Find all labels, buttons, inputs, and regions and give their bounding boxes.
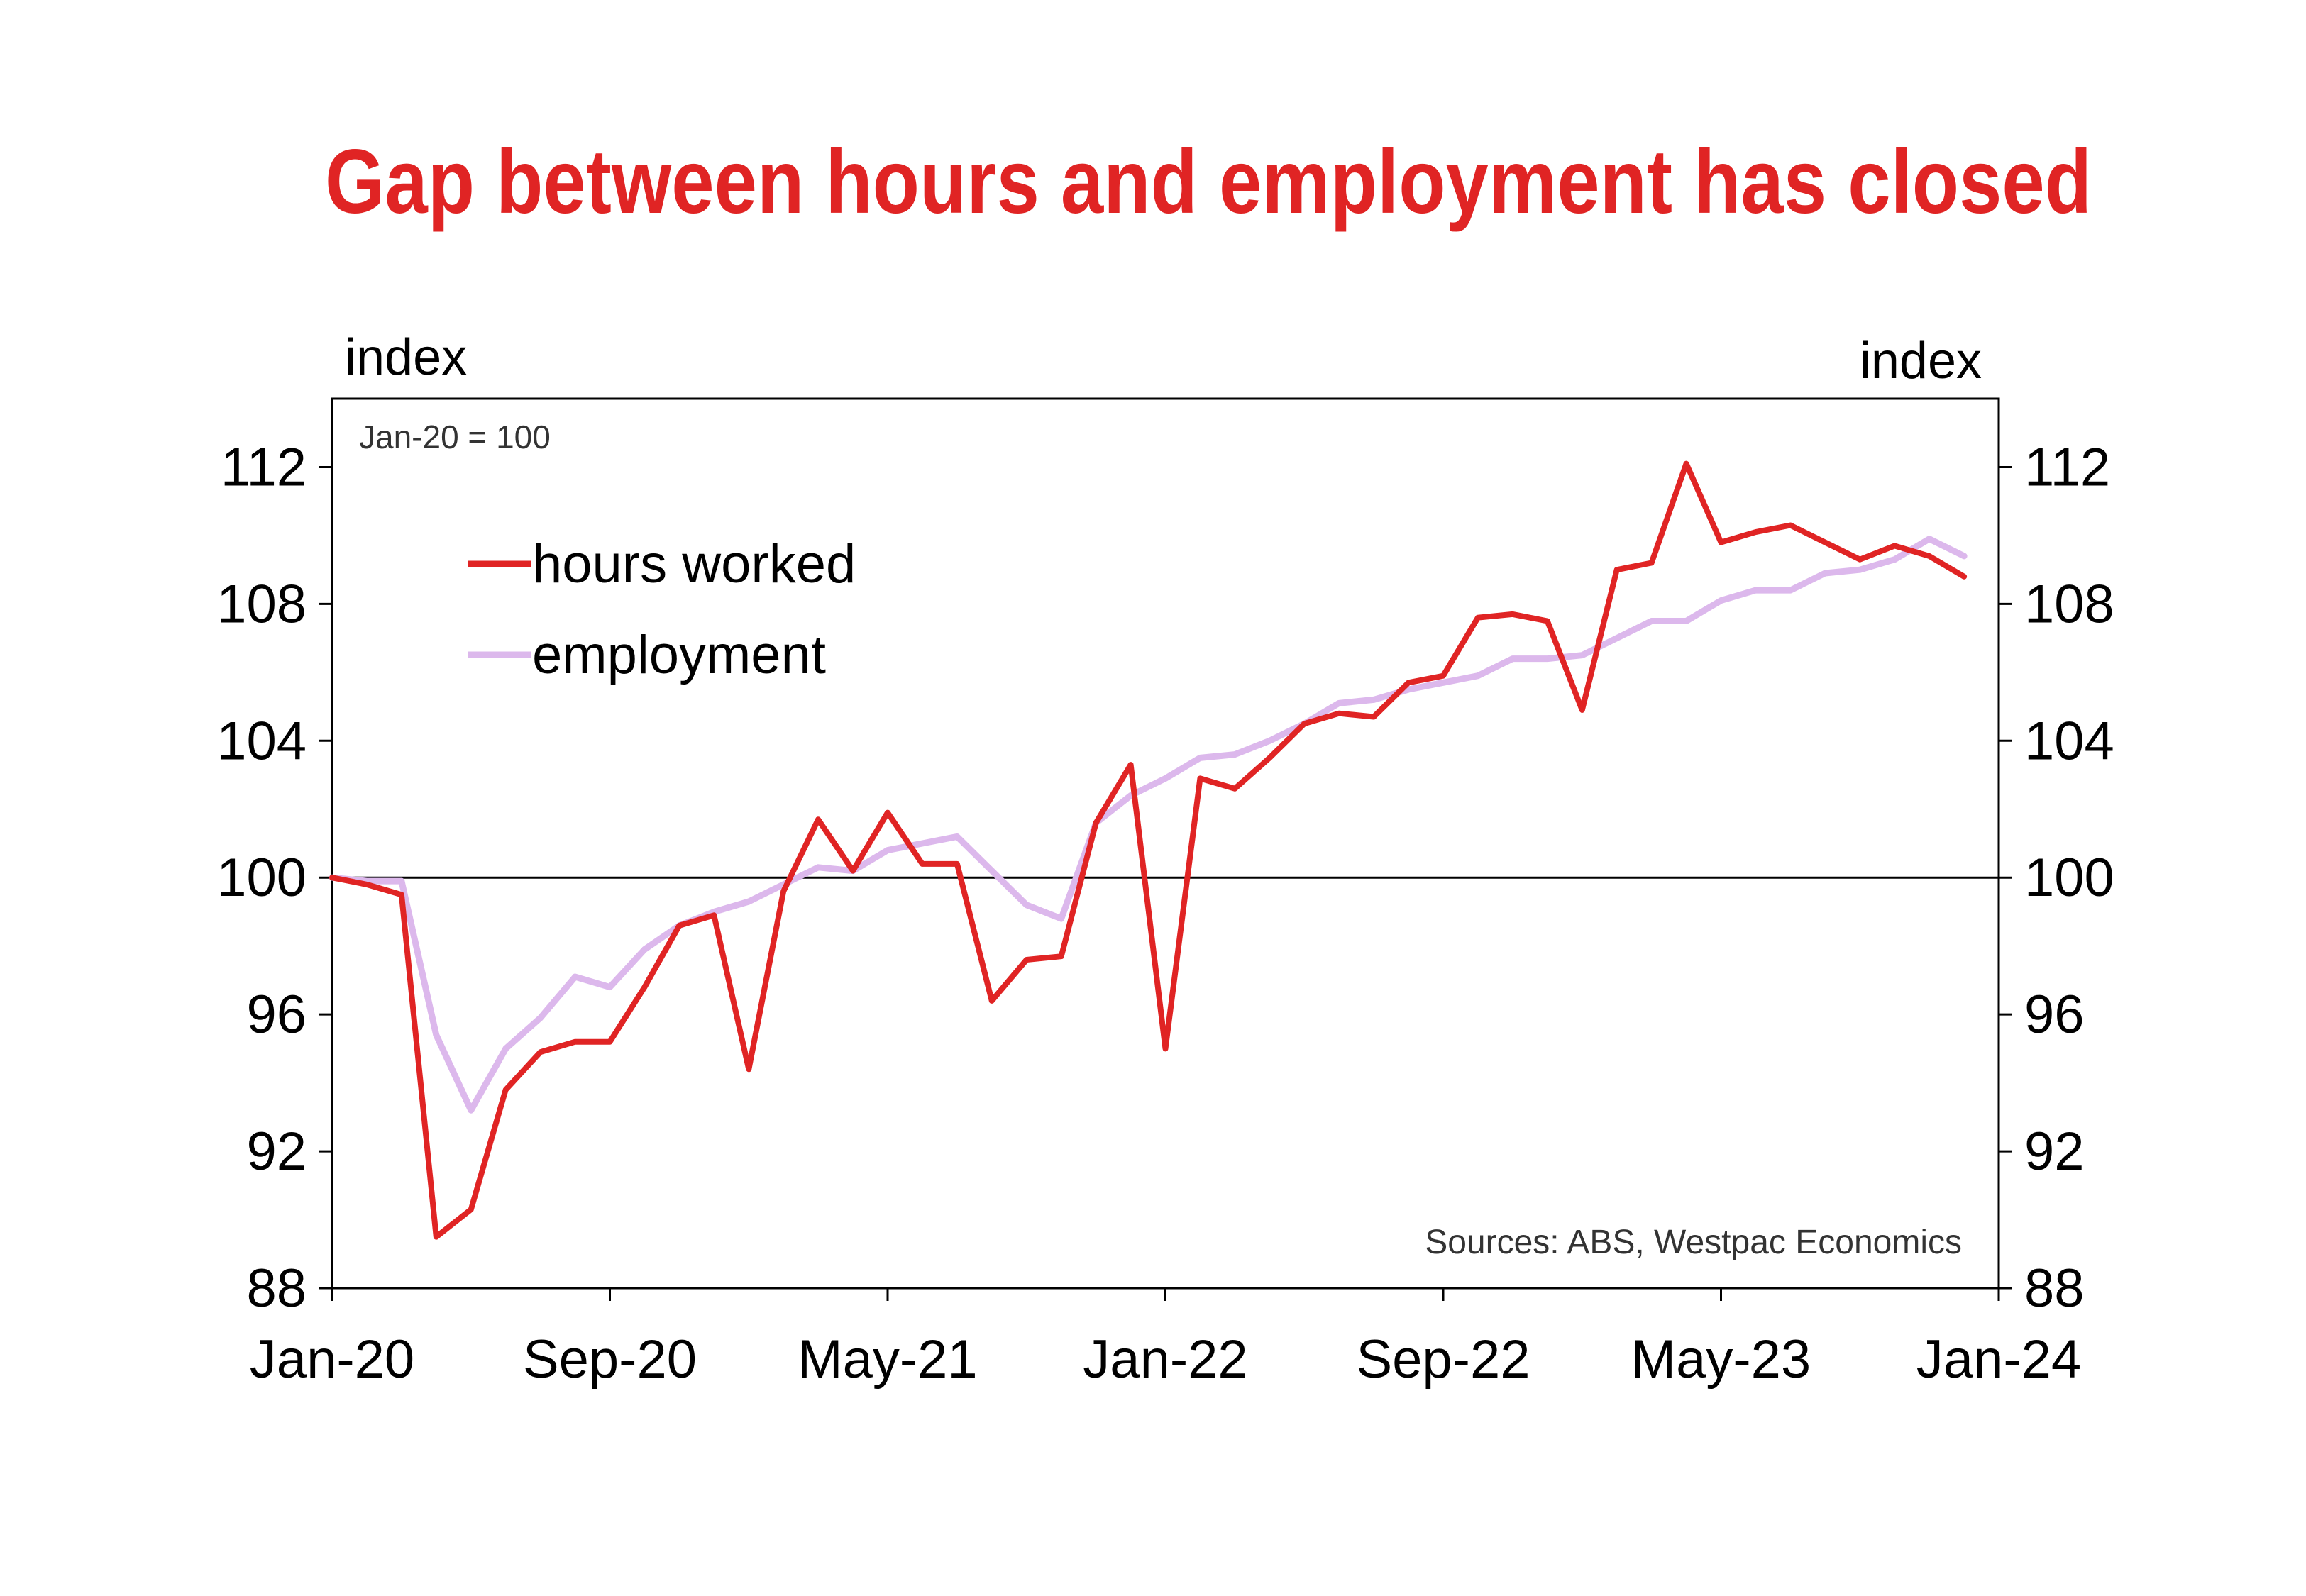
y-tick-label-left: 96 bbox=[246, 985, 307, 1045]
series-line-hours-worked bbox=[329, 460, 1968, 1240]
series-group bbox=[329, 460, 1968, 1240]
x-tick-label: Sep-22 bbox=[1356, 1329, 1530, 1390]
y-tick-label-left: 104 bbox=[216, 711, 307, 771]
y-tick-label-right: 108 bbox=[2024, 574, 2114, 634]
x-tick-label: May-21 bbox=[798, 1329, 977, 1390]
x-tick-label: Jan-20 bbox=[250, 1329, 414, 1390]
x-tick-label: Sep-20 bbox=[523, 1329, 697, 1390]
base-annotation: Jan-20 = 100 bbox=[359, 419, 551, 455]
y-axis-label-right: index bbox=[1860, 333, 1982, 389]
series-line-employment bbox=[329, 536, 1968, 1114]
y-tick-label-right: 112 bbox=[2024, 437, 2110, 497]
y-axis-right: 88 92 96 100 104 108 112 bbox=[1999, 437, 2114, 1319]
y-tick-label-right: 96 bbox=[2024, 985, 2085, 1045]
x-axis: Jan-20 Sep-20 May-21 Jan-22 Sep-22 May-23 Jan-… bbox=[250, 1288, 2081, 1390]
x-tick-label: Jan-22 bbox=[1083, 1329, 1247, 1390]
y-tick-label-left: 100 bbox=[216, 848, 307, 908]
y-axis-label-left: index bbox=[345, 329, 467, 386]
y-tick-label-left: 108 bbox=[216, 574, 307, 634]
y-tick-label-right: 88 bbox=[2024, 1258, 2085, 1319]
x-tick-label: Jan-24 bbox=[1916, 1329, 2081, 1390]
y-tick-label-left: 88 bbox=[246, 1258, 307, 1319]
x-tick-label: May-23 bbox=[1631, 1329, 1811, 1390]
y-tick-label-left: 92 bbox=[246, 1121, 307, 1182]
y-axis-left: 88 92 96 100 104 108 112 bbox=[216, 437, 332, 1319]
y-tick-label-right: 92 bbox=[2024, 1121, 2085, 1182]
y-tick-label-right: 104 bbox=[2024, 711, 2114, 771]
legend: hours worked employment bbox=[468, 534, 856, 685]
legend-label: employment bbox=[532, 625, 826, 685]
y-tick-label-left: 112 bbox=[221, 437, 307, 497]
source-note: Sources: ABS, Westpac Economics bbox=[1425, 1224, 1962, 1261]
y-tick-label-right: 100 bbox=[2024, 848, 2114, 908]
legend-label: hours worked bbox=[532, 534, 856, 594]
chart-title: Gap between hours and employment has clo… bbox=[325, 131, 2092, 233]
